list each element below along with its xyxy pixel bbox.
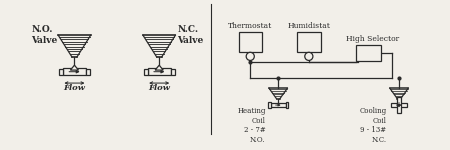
Text: High Selector: High Selector <box>346 35 400 43</box>
Bar <box>397 97 401 113</box>
Bar <box>392 103 407 107</box>
Polygon shape <box>155 65 163 70</box>
Bar <box>270 103 286 107</box>
Bar <box>63 68 86 75</box>
Text: Flow: Flow <box>148 84 170 92</box>
Text: N.O.
Valve: N.O. Valve <box>31 25 58 45</box>
Text: Cooling
Coil
9 - 13#
N.C.: Cooling Coil 9 - 13# N.C. <box>359 107 387 144</box>
Text: N.C.
Valve: N.C. Valve <box>177 25 203 45</box>
Bar <box>148 68 171 75</box>
Bar <box>59 69 63 75</box>
Bar <box>297 32 320 52</box>
Bar <box>286 102 288 108</box>
Bar <box>86 69 90 75</box>
Bar <box>238 32 262 52</box>
Text: Humidistat: Humidistat <box>288 22 330 30</box>
Bar <box>144 69 148 75</box>
Bar <box>268 102 270 108</box>
Circle shape <box>305 52 313 60</box>
Text: Thermostat: Thermostat <box>228 22 272 30</box>
Bar <box>171 69 175 75</box>
Text: Flow: Flow <box>63 84 86 92</box>
Circle shape <box>246 52 254 60</box>
Bar <box>356 45 381 61</box>
Text: Heating
Coil
2 - 7#
N.O.: Heating Coil 2 - 7# N.O. <box>237 107 266 144</box>
Polygon shape <box>70 65 78 70</box>
